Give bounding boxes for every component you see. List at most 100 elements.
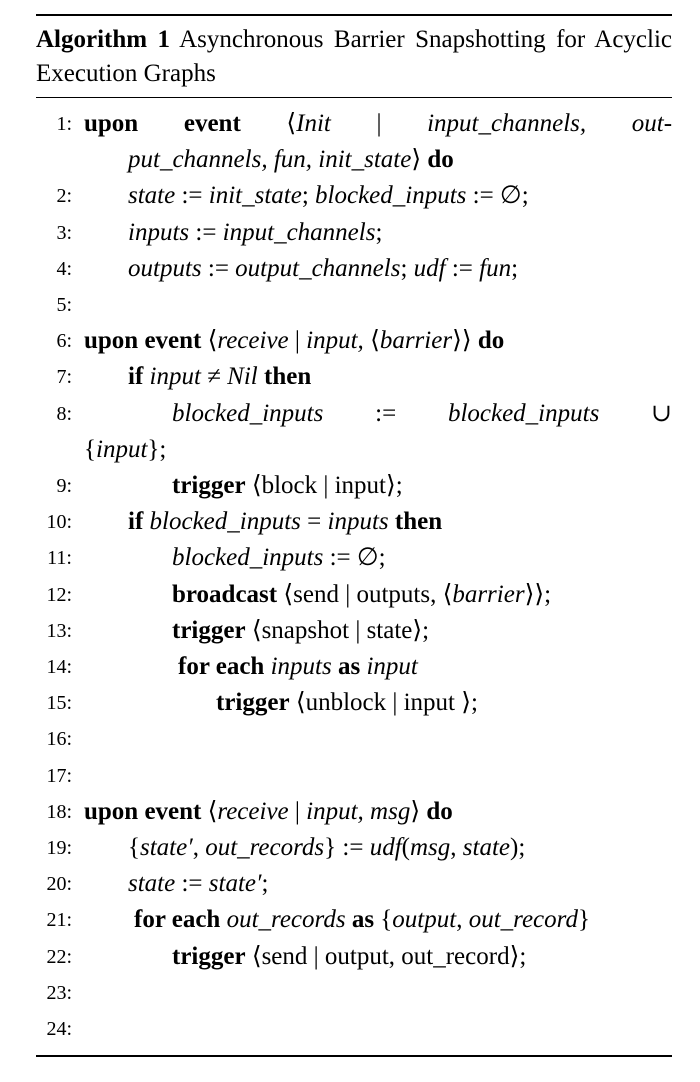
math-term: state: [128, 870, 176, 898]
line-text: trigger ⟨snapshot | state⟩;: [172, 613, 672, 649]
line-text: for each out_records as {output, out_rec…: [134, 902, 672, 938]
math-term: input, msg: [306, 797, 411, 825]
math-term: output: [392, 906, 457, 934]
line-number: 9:: [56, 475, 72, 498]
line-text: {state′, out_records} := udf(msg, state)…: [128, 830, 672, 866]
code-text: [241, 110, 287, 137]
algorithm-box: Algorithm 1 Asynchronous Barrier Snapsho…: [36, 6, 672, 1057]
keyword: trigger: [172, 942, 246, 970]
line-content: state := init_state; blocked_inputs := ∅…: [72, 178, 672, 214]
code-text: ⟨block | input⟩;: [245, 472, 403, 500]
line-content: for each inputs as input: [72, 649, 672, 685]
line-number: 2:: [56, 185, 72, 208]
algorithm-line: 20: state := state′;: [36, 866, 672, 902]
line-text: trigger ⟨block | input⟩;: [172, 468, 672, 504]
line-content: blocked_inputs := blocked_inputs ∪ {input…: [72, 396, 672, 468]
code-text: ⟨: [201, 327, 218, 355]
keyword: do: [426, 797, 453, 825]
math-term: Init: [296, 110, 331, 137]
line-number: 21:: [46, 909, 72, 932]
algorithm-line: 24:: [36, 1011, 672, 1047]
line-text: state := state′;: [128, 866, 672, 902]
math-term: receive: [217, 797, 289, 825]
line-number: 11:: [47, 547, 72, 570]
algorithm-line: 21: for each out_records as {output, out_…: [36, 902, 672, 938]
code-text: [138, 110, 184, 137]
keyword: trigger: [172, 616, 246, 644]
line-number: 19:: [46, 837, 72, 860]
code-text: =: [300, 508, 328, 536]
code-text: {: [84, 435, 96, 463]
code-text: ⟨send | outputs, ⟨: [277, 580, 453, 608]
middle-rule: [36, 97, 672, 98]
algorithm-lines: 1: upon event ⟨Init | input_channels, out…: [36, 106, 672, 1047]
algorithm-label: Algorithm 1: [36, 26, 171, 53]
line-text: if input ≠ Nil then: [128, 359, 672, 395]
code-text: |: [330, 110, 428, 137]
algorithm-line: 12: broadcast ⟨send | outputs, ⟨barrier⟩⟩…: [36, 577, 672, 613]
line-text: upon event ⟨receive | input, ⟨barrier⟩⟩ …: [84, 323, 672, 359]
line-text: blocked_inputs := blocked_inputs ∪: [172, 396, 672, 432]
line-text: inputs := input_channels;: [128, 215, 672, 251]
line-number: 7:: [56, 366, 72, 389]
algorithm-line: 18: upon event ⟨receive | input, msg⟩ do: [36, 794, 672, 830]
line-content: inputs := input_channels;: [72, 215, 672, 251]
algorithm-line: 17:: [36, 758, 672, 794]
keyword: upon event: [84, 327, 202, 355]
keyword: event: [183, 110, 241, 137]
top-rule: [36, 14, 672, 16]
math-term: out-: [631, 110, 673, 137]
line-text: for each inputs as input: [178, 649, 672, 685]
algorithm-line: 16:: [36, 721, 672, 757]
line-number: 15:: [46, 692, 72, 715]
algorithm-line: 8: blocked_inputs := blocked_inputs ∪ {inp…: [36, 396, 672, 468]
line-content: upon event ⟨receive | input, ⟨barrier⟩⟩ …: [72, 323, 672, 359]
code-text: ⟨: [286, 110, 297, 137]
algorithm-line: 11: blocked_inputs := ∅;: [36, 540, 672, 576]
math-term: blocked_inputs: [315, 182, 467, 210]
algorithm-line: 4: outputs := output_channels; udf := fun…: [36, 251, 672, 287]
line-number: 16:: [46, 728, 72, 751]
code-text: :=: [189, 218, 223, 246]
algorithm-caption: Algorithm 1 Asynchronous Barrier Snapsho…: [36, 23, 672, 91]
math-term: out_records: [205, 834, 325, 862]
code-text: } :=: [324, 834, 370, 862]
code-text: ⟨unblock | input ⟩;: [289, 689, 478, 717]
keyword: do: [477, 327, 505, 355]
code-text: :=: [323, 399, 448, 427]
algorithm-title: Asynchronous Barrier Snapshotting for Ac…: [36, 26, 673, 87]
line-text: trigger ⟨send | output, out_record⟩;: [172, 939, 672, 975]
line-text: state := init_state; blocked_inputs := ∅…: [128, 178, 672, 214]
math-term: blocked_inputs: [149, 508, 301, 536]
line-number: 24:: [46, 1018, 72, 1041]
algorithm-line: 15: trigger ⟨unblock | input ⟩;: [36, 685, 672, 721]
math-term: state: [462, 834, 511, 862]
keyword: trigger: [216, 689, 290, 717]
line-content: trigger ⟨unblock | input ⟩;: [72, 685, 672, 721]
math-term: input,: [306, 327, 371, 355]
math-term: outputs: [128, 254, 202, 282]
line-content: outputs := output_channels; udf := fun;: [72, 251, 672, 287]
math-term: input_channels,: [427, 110, 587, 137]
line-text: upon event ⟨receive | input, msg⟩ do: [84, 794, 672, 830]
code-text: ;: [375, 218, 383, 246]
algorithm-line: 9: trigger ⟨block | input⟩;: [36, 468, 672, 504]
line-content: trigger ⟨send | output, out_record⟩;: [72, 939, 672, 975]
code-text: ⟩: [411, 146, 428, 174]
algorithm-line: 3: inputs := input_channels;: [36, 215, 672, 251]
math-term: input: [366, 653, 418, 681]
algorithm-line: 23:: [36, 975, 672, 1011]
code-text: ∪: [599, 399, 673, 427]
keyword: as: [337, 653, 361, 681]
math-term: inputs: [270, 653, 332, 681]
code-text: :=: [201, 254, 236, 282]
code-text: |: [288, 797, 307, 825]
code-text: := ∅;: [466, 182, 529, 210]
code-text: ⟨: [370, 327, 380, 355]
code-text: ≠: [200, 363, 228, 391]
line-content: if blocked_inputs = inputs then: [72, 504, 672, 540]
code-text: ;: [301, 182, 316, 210]
line-content: broadcast ⟨send | outputs, ⟨barrier⟩⟩;: [72, 577, 672, 613]
keyword: as: [351, 906, 375, 934]
math-term: Nil: [227, 363, 258, 391]
